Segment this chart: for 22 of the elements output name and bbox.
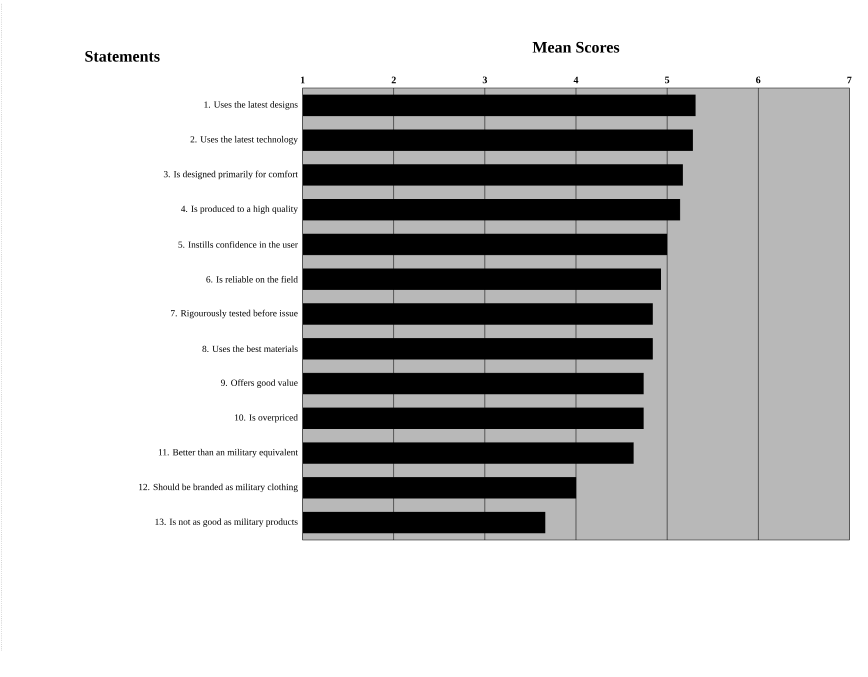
x-tick-label: 7 [847,76,852,84]
y-tick-label: 1. Uses the latest designs [204,101,298,110]
x-tick-label: 2 [392,76,396,84]
x-tick-label: 1 [300,76,305,84]
y-tick-label: 13. Is not as good as military products [155,518,298,527]
y-axis-title: Statements [85,50,160,62]
y-tick-label: 3. Is designed primarily for comfort [164,170,298,180]
x-tick-label: 3 [482,76,488,84]
y-tick-label: 8. Uses the best materials [202,345,298,352]
x-tick-label: 5 [665,76,670,84]
y-tick-label: 4. Is produced to a high quality [180,205,298,214]
y-tick-label: 12. Should be branded as military clothing [139,484,298,492]
y-tick-label: 9. Offers good value [220,379,298,388]
y-tick-label: 11. Better than an military equivalent [158,448,298,458]
y-tick-label: 7. Rigourously tested before issue [171,310,298,318]
y-tick-label: 10. Is overpriced [235,414,298,423]
y-tick-label: 5. Instills confidence in the user [178,241,298,248]
chart-title: Mean Scores [532,42,620,53]
x-tick-label: 4 [574,76,578,84]
y-tick-label: 6. Is reliable on the field [206,276,298,283]
y-tick-label: 2. Uses the latest technology [190,136,298,144]
x-tick-label: 6 [756,76,760,84]
